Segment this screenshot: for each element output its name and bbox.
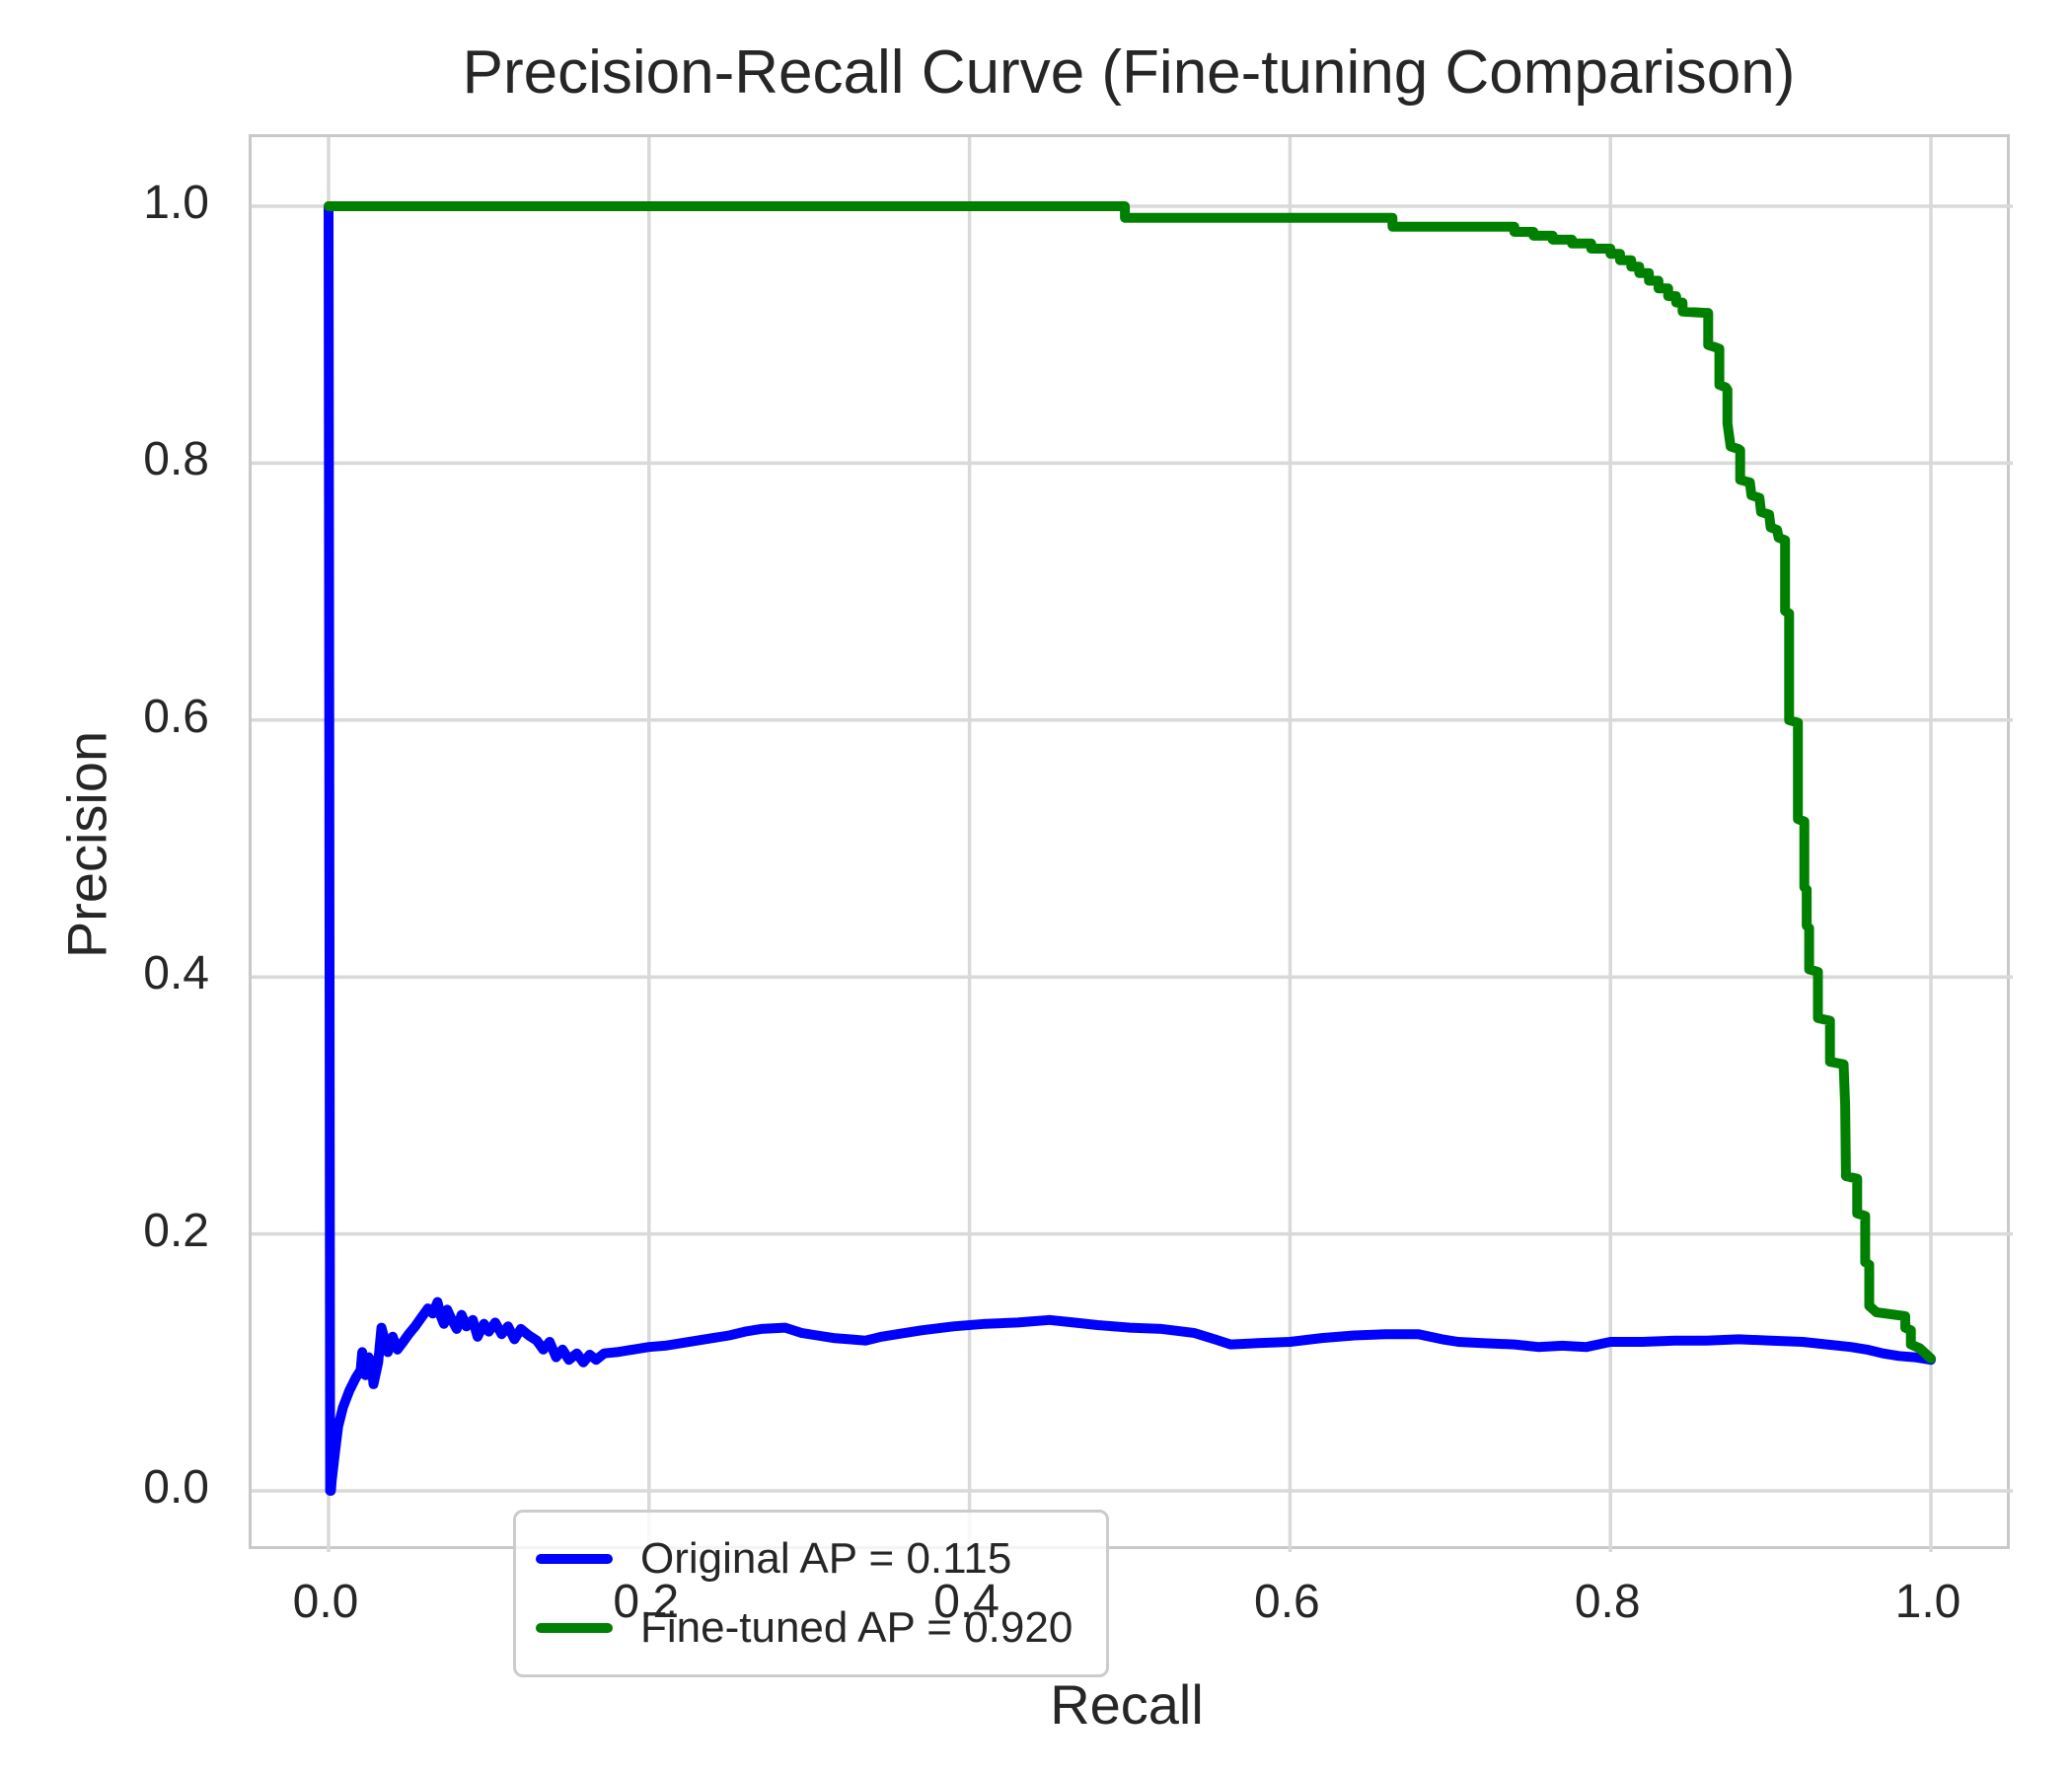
plot-area: Original AP = 0.115 Fine-tuned AP = 0.92… — [249, 134, 2013, 1677]
curves — [324, 201, 1936, 1496]
original-line-swatch — [536, 1554, 613, 1564]
y-axis-label: Precision — [55, 730, 118, 959]
x-tick-0.6: 0.6 — [1254, 1576, 1320, 1628]
y-tick-0.4: 0.4 — [143, 947, 209, 1000]
y-tick-0.0: 0.0 — [143, 1461, 209, 1514]
legend-label-original: Original AP = 0.115 — [640, 1534, 1012, 1583]
finetuned-line-swatch — [536, 1623, 613, 1633]
x-tick-1.0: 1.0 — [1894, 1576, 1961, 1628]
y-tick-1.0: 1.0 — [143, 177, 209, 229]
x-tick-0.4: 0.4 — [933, 1576, 999, 1628]
x-tick-0.8: 0.8 — [1574, 1576, 1641, 1628]
x-tick-0.0: 0.0 — [292, 1576, 359, 1628]
x-axis-label: Recall — [1050, 1673, 1204, 1736]
legend-item-finetuned: Fine-tuned AP = 0.920 — [536, 1603, 1073, 1653]
legend-label-finetuned: Fine-tuned AP = 0.920 — [640, 1603, 1073, 1652]
legend-box: Original AP = 0.115 Fine-tuned AP = 0.92… — [513, 1510, 1110, 1677]
x-tick-0.2: 0.2 — [613, 1576, 680, 1628]
curve-original — [324, 201, 1936, 1496]
y-tick-0.6: 0.6 — [143, 690, 209, 743]
y-tick-0.2: 0.2 — [143, 1204, 209, 1257]
chart-title: Precision-Recall Curve (Fine-tuning Comp… — [462, 38, 1796, 107]
chart-canvas — [252, 137, 2013, 1552]
legend-item-original: Original AP = 0.115 — [536, 1534, 1073, 1584]
y-tick-0.8: 0.8 — [143, 433, 209, 486]
curve-fine-tuned — [324, 201, 1936, 1364]
